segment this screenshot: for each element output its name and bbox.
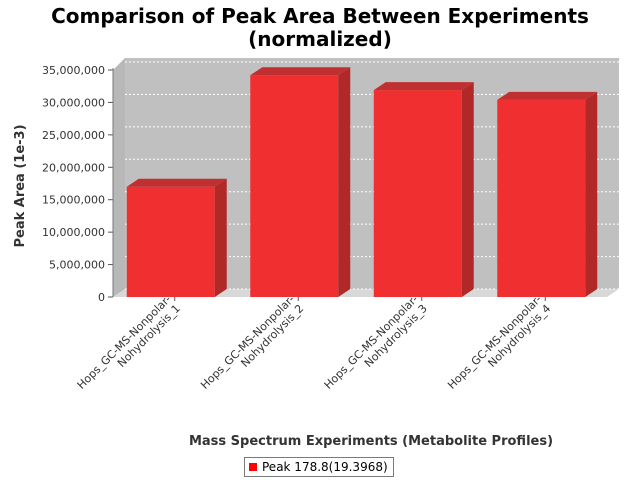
y-tick-label: 10,000,000: [42, 226, 105, 239]
bar-top: [373, 82, 474, 91]
bar: [373, 90, 462, 297]
bar-side: [338, 67, 351, 297]
y-tick-label: 0: [98, 291, 105, 304]
y-tick-label: 30,000,000: [42, 96, 105, 109]
chart-title-line2: (normalized): [248, 27, 392, 51]
y-tick-label: 15,000,000: [42, 194, 105, 207]
bar-side: [461, 82, 474, 297]
plot-floor: [113, 289, 619, 297]
bar: [250, 75, 339, 297]
x-tick-label-line: Hops_GC-MS-Nonpolar-: [75, 293, 174, 392]
legend: Peak 178.8(19.3968): [244, 457, 394, 477]
bar-side: [214, 178, 227, 297]
bar-top: [497, 91, 598, 100]
plot-side-wall: [113, 58, 125, 297]
bar-top: [250, 67, 351, 76]
x-tick-label: Hops_GC-MS-Nonpolar-Nohydrolysis_4: [445, 293, 553, 392]
y-tick-label: 20,000,000: [42, 161, 105, 174]
x-tick-label-line: Hops_GC-MS-Nonpolar-: [198, 293, 297, 392]
x-tick-label: Hops_GC-MS-Nonpolar-Nohydrolysis_3: [322, 293, 430, 392]
bar: [126, 186, 215, 297]
x-tick-label: Hops_GC-MS-Nonpolar-Nohydrolysis_2: [198, 293, 306, 392]
y-tick-label: 5,000,000: [49, 259, 105, 272]
y-tick-label: 35,000,000: [42, 64, 105, 77]
x-axis-label: Mass Spectrum Experiments (Metabolite Pr…: [189, 434, 553, 449]
y-tick-label: 25,000,000: [42, 129, 105, 142]
bar: [497, 99, 586, 297]
legend-label: Peak 178.8(19.3968): [262, 460, 388, 474]
chart-title-line1: Comparison of Peak Area Between Experime…: [51, 4, 589, 28]
x-tick-label-line: Hops_GC-MS-Nonpolar-: [445, 293, 544, 392]
legend-swatch: [249, 463, 257, 471]
x-tick-label-line: Hops_GC-MS-Nonpolar-: [322, 293, 421, 392]
bar-top: [126, 178, 227, 187]
y-axis-label: Peak Area (1e-3): [13, 124, 28, 247]
x-tick-label: Hops_GC-MS-Nonpolar-Nohydrolysis_1: [75, 293, 183, 392]
bar-side: [585, 91, 598, 297]
